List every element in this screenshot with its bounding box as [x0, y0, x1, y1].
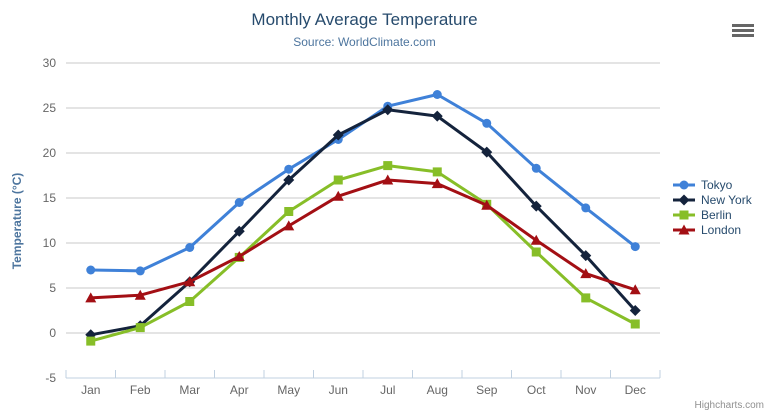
data-point-new-york[interactable] [283, 174, 295, 186]
legend-symbol-marker [679, 210, 689, 219]
legend-item-tokyo[interactable]: Tokyo [672, 177, 752, 192]
y-axis-tick-label: 25 [43, 101, 57, 115]
hamburger-icon [732, 24, 754, 37]
title-block: Monthly Average Temperature Source: Worl… [0, 10, 729, 49]
y-axis-tick-label: 20 [43, 146, 57, 160]
x-axis-tick-label: May [277, 383, 300, 397]
series-tokyo[interactable] [86, 90, 640, 276]
data-point-london[interactable] [283, 220, 295, 231]
data-point-tokyo[interactable] [86, 265, 96, 275]
legend-label-tokyo: Tokyo [701, 177, 733, 192]
data-point-tokyo[interactable] [185, 243, 195, 252]
data-point-new-york[interactable] [530, 200, 542, 212]
series-line-new-york [89, 108, 637, 337]
context-menu-button[interactable] [730, 22, 756, 39]
data-point-berlin[interactable] [284, 207, 294, 216]
data-point-tokyo[interactable] [482, 118, 492, 128]
data-point-berlin[interactable] [86, 336, 96, 346]
legend-symbol-diamond-icon [673, 194, 695, 205]
data-point-tokyo[interactable] [630, 242, 640, 252]
data-point-london[interactable] [134, 289, 146, 300]
series-london[interactable] [85, 174, 641, 303]
legend-item-london[interactable]: London [672, 222, 752, 237]
data-point-london[interactable] [530, 234, 542, 245]
y-axis-tick-label: 0 [49, 326, 56, 340]
legend-item-berlin[interactable]: Berlin [672, 207, 752, 222]
y-axis-tick-label: 10 [43, 236, 57, 250]
data-point-berlin[interactable] [531, 247, 541, 257]
x-axis-tick-label: Jun [329, 383, 348, 397]
x-axis-tick-label: Jul [380, 383, 395, 397]
data-point-tokyo[interactable] [432, 90, 442, 99]
data-point-london[interactable] [184, 276, 196, 287]
data-point-tokyo[interactable] [234, 198, 244, 207]
legend-symbol-marker [678, 194, 690, 205]
legend-symbol-marker [678, 224, 690, 234]
data-point-london[interactable] [481, 199, 493, 210]
y-axis-title: Temperature (°C) [10, 172, 24, 270]
legend-symbol-square-icon [673, 210, 695, 219]
data-point-berlin[interactable] [630, 319, 640, 329]
data-point-london[interactable] [382, 174, 394, 185]
x-axis-tick-label: Feb [130, 383, 151, 397]
series-line-london [89, 178, 637, 300]
x-axis-tick-label: Mar [179, 383, 200, 397]
data-point-new-york[interactable] [233, 225, 245, 237]
data-point-tokyo[interactable] [581, 203, 591, 213]
data-point-tokyo[interactable] [531, 163, 541, 173]
x-axis-tick-label: Nov [575, 383, 596, 397]
legend-symbol-triangle-icon [673, 224, 695, 234]
chart-title: Monthly Average Temperature [251, 10, 478, 29]
data-point-new-york[interactable] [481, 146, 493, 158]
series-line-berlin [89, 164, 637, 343]
data-point-new-york[interactable] [382, 104, 394, 116]
x-axis-tick-label: Oct [527, 383, 546, 397]
data-point-berlin[interactable] [185, 297, 195, 306]
x-axis-tick-label: Apr [230, 383, 249, 397]
legend-label-berlin: Berlin [701, 207, 732, 222]
data-point-london[interactable] [85, 292, 97, 303]
data-point-new-york[interactable] [629, 305, 641, 316]
y-axis-tick-label: 5 [49, 281, 56, 295]
data-point-berlin[interactable] [333, 175, 343, 185]
data-point-new-york[interactable] [332, 129, 344, 141]
data-point-london[interactable] [332, 190, 344, 201]
data-point-berlin[interactable] [135, 323, 145, 333]
data-point-london[interactable] [629, 284, 641, 295]
data-point-berlin[interactable] [581, 293, 591, 303]
x-axis-tick-label: Aug [427, 383, 448, 397]
legend: Tokyo New York Berlin London [672, 177, 752, 237]
data-point-tokyo[interactable] [284, 164, 294, 174]
legend-label-new-york: New York [701, 192, 752, 207]
x-axis-tick-label: Sep [476, 383, 498, 397]
data-point-berlin[interactable] [383, 161, 393, 171]
y-axis-tick-label: 30 [43, 56, 57, 70]
data-point-london[interactable] [580, 268, 592, 279]
legend-symbol-circle-icon [673, 180, 695, 189]
data-point-berlin[interactable] [432, 167, 442, 177]
data-point-london[interactable] [431, 178, 443, 189]
legend-item-new-york[interactable]: New York [672, 192, 752, 207]
legend-label-london: London [701, 222, 742, 237]
data-point-tokyo[interactable] [135, 266, 145, 276]
chart-subtitle: Source: WorldClimate.com [293, 35, 436, 49]
y-axis-tick-label: -5 [45, 371, 56, 385]
x-axis-tick-label: Dec [625, 383, 646, 397]
legend-symbol-marker [679, 180, 689, 189]
credits-link[interactable]: Highcharts.com [694, 400, 764, 411]
y-axis-tick-label: 15 [43, 191, 57, 205]
data-point-new-york[interactable] [431, 110, 443, 122]
data-point-london[interactable] [233, 251, 245, 261]
series-new-york[interactable] [85, 104, 641, 341]
x-axis-tick-label: Jan [81, 383, 100, 397]
data-point-new-york[interactable] [580, 250, 592, 262]
